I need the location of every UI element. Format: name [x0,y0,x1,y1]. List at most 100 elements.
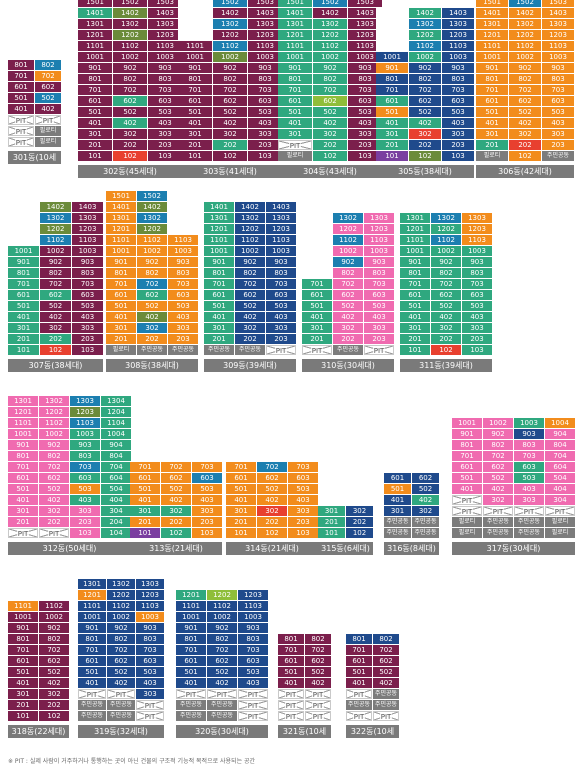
pit-label: PIT [352,691,366,699]
unit-cell: 1002 [235,246,265,256]
unit-cell: 1002 [107,612,135,622]
unit-cell: 201 [204,334,234,344]
building-310: 1302 1303 1202 1203 1102 1103 1002 1003 902 903 80… [302,213,394,372]
unit-cell: 1303 [442,19,474,29]
unit-cell: 903 [248,63,282,73]
unit-cell: 903 [72,257,103,267]
unit-cell: 902 [137,257,167,267]
unit-cell: 301 [302,323,332,333]
unit-cell: 201 [106,334,136,344]
pit-cell: PIT [266,345,296,355]
pit-label: PIT [522,508,536,516]
unit-cell: 901 [176,623,206,633]
common-space-cell: 주민공동 [346,700,372,710]
unit-cell: 1002 [333,246,363,256]
unit-cell: 401 [106,312,136,322]
pit-label: PIT [288,142,302,150]
empty-slot [168,213,198,223]
unit-cell: 702 [409,85,441,95]
pit-cell: PIT [452,506,482,516]
unit-cell: 802 [137,268,167,278]
unit-cell: 501 [302,301,332,311]
unit-cell: 903 [70,440,100,450]
pit-label: PIT [47,530,61,538]
unit-cell: 1102 [431,235,461,245]
unit-cell: 701 [8,71,34,81]
unit-cell: 703 [168,279,198,289]
unit-cell: 501 [476,107,508,117]
unit-cell: 601 [178,96,212,106]
unit-cell: 1102 [39,601,69,611]
unit-cell: 504 [101,484,131,494]
unit-cell: 902 [39,623,69,633]
pit-label: PIT [215,691,229,699]
unit-cell: 503 [148,107,182,117]
unit-cell: 1301 [400,213,430,223]
pit-cell: PIT [176,689,206,699]
common-space-cell: 주민공동 [176,711,206,721]
building-317: 1001 1002 1003 1004 901 902 903 904 801 802 803 804… [452,418,575,555]
unit-cell: 302 [235,323,265,333]
unit-cell: 202 [346,517,373,527]
unit-cell: 101 [78,151,112,161]
building-label: 310동(30세대) [302,359,394,372]
unit-cell: 1202 [40,224,71,234]
common-space-cell: 주민공동 [384,517,411,527]
building-312: 1301 1302 1303 1304 1201 1202 1203 1204 1101 1102… [8,396,131,555]
unit-cell: 1303 [148,19,182,29]
pit-cell: PIT [278,140,312,150]
common-space-cell: 주민공동 [412,517,439,527]
unit-cell: 1001 [78,52,112,62]
unit-cell: 1103 [72,235,103,245]
unit-cell: 602 [137,290,167,300]
unit-cell: 1402 [40,202,71,212]
unit-cell: 1401 [278,8,312,18]
unit-cell: 1103 [70,418,100,428]
unit-cell: 904 [101,440,131,450]
unit-cell: 603 [70,473,100,483]
unit-cell: 403 [288,495,318,505]
unit-cell: 1101 [8,601,38,611]
unit-cell: 1303 [72,213,103,223]
unit-grid: 1402 1403 1302 1303 1202 1203 1102 1103 1001 1002… [376,8,474,162]
unit-cell: 502 [35,93,61,103]
unit-cell: 701 [178,85,212,95]
unit-cell: 701 [278,85,312,95]
building-309: 1401 1402 1403 1301 1302 1303 1201 1202 1203 1101… [204,202,296,372]
unit-cell: 1103 [266,235,296,245]
unit-cell: 1001 [278,52,312,62]
unit-cell: 1202 [333,224,363,234]
empty-slot [8,235,39,245]
unit-cell: 1401 [476,8,508,18]
unit-cell: 902 [113,63,147,73]
unit-cell: 801 [278,634,304,644]
unit-cell: 701 [8,279,39,289]
pit-cell: PIT [483,506,513,516]
unit-cell: 503 [192,484,222,494]
unit-cell: 803 [136,634,164,644]
unit-cell: 201 [318,517,345,527]
common-space-cell: 주민공동 [514,528,544,538]
unit-cell: 1401 [106,202,136,212]
unit-cell: 602 [39,656,69,666]
unit-cell: 1202 [409,30,441,40]
unit-grid: 1401 1402 1403 1301 1302 1303 1201 1202 1203 1101… [204,202,296,356]
unit-cell: 1101 [106,235,136,245]
unit-cell: 701 [278,645,304,655]
pit-cell: PIT [278,700,304,710]
unit-cell: 802 [305,634,331,644]
unit-cell: 101 [318,528,345,538]
unit-cell: 102 [257,528,287,538]
unit-cell: 201 [130,517,160,527]
unit-cell: 701 [204,279,234,289]
unit-cell: 1303 [462,213,492,223]
unit-cell: 301 [400,323,430,333]
unit-cell: 901 [376,63,408,73]
unit-cell: 803 [364,268,394,278]
unit-cell: 801 [204,268,234,278]
unit-cell: 1203 [70,407,100,417]
unit-cell: 301 [204,323,234,333]
common-space-cell: 주민공동 [137,345,167,355]
unit-cell: 703 [72,279,103,289]
unit-cell: 803 [238,634,268,644]
